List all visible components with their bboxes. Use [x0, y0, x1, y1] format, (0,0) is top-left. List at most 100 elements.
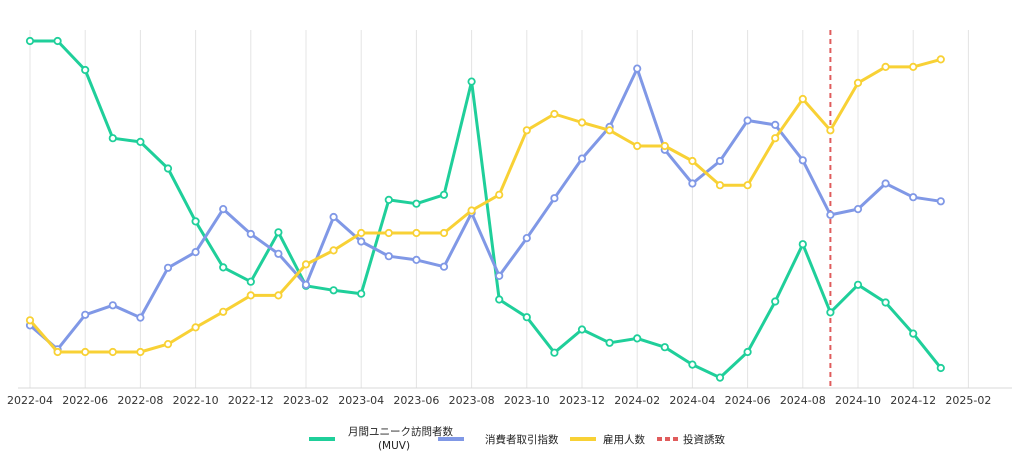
- data-point[interactable]: [274, 228, 283, 237]
- data-point[interactable]: [771, 120, 780, 130]
- data-point[interactable]: [136, 347, 145, 357]
- data-point[interactable]: [357, 228, 366, 238]
- data-point[interactable]: [660, 343, 669, 352]
- data-point[interactable]: [219, 307, 228, 316]
- data-point[interactable]: [301, 280, 311, 289]
- legend-item[interactable]: 投資誘致: [657, 433, 725, 446]
- data-point[interactable]: [384, 228, 393, 238]
- data-point[interactable]: [191, 323, 200, 332]
- data-point[interactable]: [798, 94, 807, 104]
- data-point[interactable]: [495, 190, 504, 199]
- data-point[interactable]: [467, 77, 476, 86]
- data-point[interactable]: [715, 181, 725, 190]
- legend-item[interactable]: 月間ユニーク訪問者数 (MUV): [309, 425, 453, 452]
- data-point[interactable]: [771, 134, 780, 143]
- data-point[interactable]: [191, 248, 200, 257]
- data-point[interactable]: [936, 55, 945, 64]
- data-point[interactable]: [467, 206, 476, 215]
- data-point[interactable]: [439, 190, 449, 199]
- data-point[interactable]: [439, 262, 449, 271]
- data-point[interactable]: [81, 347, 90, 357]
- data-point[interactable]: [798, 240, 807, 249]
- data-point[interactable]: [826, 210, 835, 219]
- data-point[interactable]: [163, 263, 173, 272]
- data-point[interactable]: [633, 141, 642, 151]
- data-point[interactable]: [605, 338, 614, 347]
- data-point[interactable]: [771, 297, 780, 306]
- data-point[interactable]: [577, 154, 587, 163]
- data-point[interactable]: [633, 334, 642, 343]
- data-point[interactable]: [826, 126, 835, 135]
- data-point[interactable]: [853, 205, 863, 214]
- data-point[interactable]: [163, 164, 173, 173]
- data-point[interactable]: [495, 295, 504, 304]
- data-point[interactable]: [25, 36, 35, 46]
- data-point[interactable]: [577, 325, 587, 334]
- data-point[interactable]: [136, 313, 145, 322]
- data-point[interactable]: [357, 237, 366, 246]
- data-point[interactable]: [881, 62, 890, 72]
- data-point[interactable]: [743, 116, 752, 125]
- data-point[interactable]: [909, 329, 918, 338]
- data-point[interactable]: [25, 316, 35, 325]
- data-point[interactable]: [136, 137, 145, 146]
- data-point[interactable]: [357, 289, 366, 298]
- legend-item[interactable]: 消費者取引指数: [438, 433, 559, 446]
- data-point[interactable]: [881, 298, 890, 307]
- data-point[interactable]: [108, 134, 117, 143]
- data-point[interactable]: [522, 126, 531, 135]
- data-point[interactable]: [412, 199, 421, 208]
- data-point[interactable]: [246, 277, 255, 286]
- data-point[interactable]: [81, 65, 90, 75]
- data-point[interactable]: [522, 313, 531, 322]
- data-point[interactable]: [550, 109, 559, 119]
- data-point[interactable]: [246, 229, 255, 239]
- data-point[interactable]: [688, 179, 697, 188]
- data-point[interactable]: [191, 217, 200, 226]
- data-point[interactable]: [605, 126, 614, 135]
- data-point[interactable]: [936, 363, 945, 373]
- data-point[interactable]: [688, 360, 697, 369]
- data-point[interactable]: [633, 64, 642, 73]
- data-point[interactable]: [53, 347, 62, 357]
- data-point[interactable]: [688, 156, 697, 166]
- data-point[interactable]: [715, 373, 725, 382]
- data-point[interactable]: [329, 212, 338, 222]
- data-point[interactable]: [909, 193, 918, 202]
- data-point[interactable]: [53, 36, 62, 46]
- data-point[interactable]: [577, 118, 587, 127]
- data-point[interactable]: [384, 195, 393, 204]
- data-point[interactable]: [163, 339, 173, 349]
- data-point[interactable]: [274, 249, 283, 258]
- data-point[interactable]: [826, 308, 835, 317]
- data-point[interactable]: [329, 286, 338, 295]
- data-point[interactable]: [81, 310, 90, 319]
- data-point[interactable]: [384, 252, 393, 261]
- data-point[interactable]: [522, 234, 531, 243]
- data-point[interactable]: [108, 301, 117, 310]
- data-point[interactable]: [550, 348, 559, 357]
- data-point[interactable]: [881, 179, 890, 188]
- data-point[interactable]: [301, 260, 311, 269]
- data-point[interactable]: [246, 291, 255, 300]
- data-point[interactable]: [798, 156, 807, 165]
- data-point[interactable]: [853, 78, 863, 88]
- data-point[interactable]: [715, 156, 725, 166]
- data-point[interactable]: [936, 197, 945, 206]
- data-point[interactable]: [550, 194, 559, 203]
- data-point[interactable]: [743, 181, 752, 190]
- data-point[interactable]: [909, 62, 918, 72]
- data-point[interactable]: [853, 280, 863, 289]
- data-point[interactable]: [660, 141, 669, 151]
- data-point[interactable]: [219, 205, 228, 214]
- data-point[interactable]: [219, 263, 228, 272]
- data-point[interactable]: [274, 291, 283, 300]
- legend-item[interactable]: 雇用人数: [570, 433, 645, 446]
- data-point[interactable]: [412, 228, 421, 238]
- data-point[interactable]: [412, 255, 421, 264]
- data-point[interactable]: [439, 228, 449, 238]
- data-point[interactable]: [495, 271, 504, 280]
- data-point[interactable]: [108, 347, 117, 357]
- data-point[interactable]: [743, 347, 752, 357]
- data-point[interactable]: [329, 246, 338, 255]
